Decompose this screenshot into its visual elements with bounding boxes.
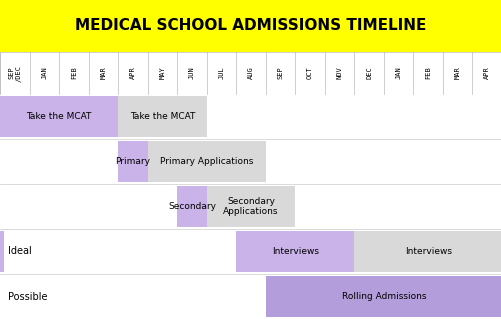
Text: JAN: JAN <box>395 67 401 79</box>
Text: AUG: AUG <box>247 67 254 79</box>
Text: FEB: FEB <box>71 67 77 79</box>
Text: SEP
/DEC: SEP /DEC <box>8 64 21 81</box>
Text: MAR: MAR <box>100 67 106 79</box>
Text: APR: APR <box>130 67 136 79</box>
Text: Secondary: Secondary <box>168 202 215 211</box>
Text: Rolling Admissions: Rolling Admissions <box>341 292 425 301</box>
Text: DEC: DEC <box>365 67 371 79</box>
Text: Possible: Possible <box>8 292 48 301</box>
Bar <box>0 274 501 319</box>
Bar <box>354 231 501 272</box>
Text: Take the MCAT: Take the MCAT <box>129 112 195 121</box>
Text: Primary Applications: Primary Applications <box>160 157 253 166</box>
Text: APR: APR <box>483 67 489 79</box>
Text: JUL: JUL <box>218 67 224 79</box>
Bar <box>118 96 206 137</box>
Bar <box>147 141 265 182</box>
Text: OCT: OCT <box>307 67 313 79</box>
Bar <box>265 276 501 317</box>
Bar <box>118 141 147 182</box>
Text: NOV: NOV <box>336 67 342 79</box>
Text: MAY: MAY <box>159 67 165 79</box>
Text: SEP: SEP <box>277 67 283 79</box>
Bar <box>0 96 118 137</box>
Bar <box>0 94 501 139</box>
Bar <box>236 231 354 272</box>
Text: Interviews: Interviews <box>271 247 318 256</box>
Text: Primary: Primary <box>115 157 150 166</box>
Text: FEB: FEB <box>424 67 430 79</box>
Text: MEDICAL SCHOOL ADMISSIONS TIMELINE: MEDICAL SCHOOL ADMISSIONS TIMELINE <box>75 19 426 33</box>
Text: Secondary
Applications: Secondary Applications <box>223 197 278 216</box>
Text: Ideal: Ideal <box>8 247 32 256</box>
Text: Interviews: Interviews <box>404 247 451 256</box>
Text: JUN: JUN <box>188 67 194 79</box>
Bar <box>0 184 501 229</box>
Bar <box>177 186 206 227</box>
Bar <box>0 139 501 184</box>
Text: JAN: JAN <box>41 67 47 79</box>
Bar <box>0 229 501 274</box>
Bar <box>0 0 501 52</box>
Text: MAR: MAR <box>454 67 460 79</box>
Bar <box>206 186 295 227</box>
Bar <box>0 231 4 272</box>
Text: Take the MCAT: Take the MCAT <box>27 112 92 121</box>
Bar <box>0 52 501 94</box>
